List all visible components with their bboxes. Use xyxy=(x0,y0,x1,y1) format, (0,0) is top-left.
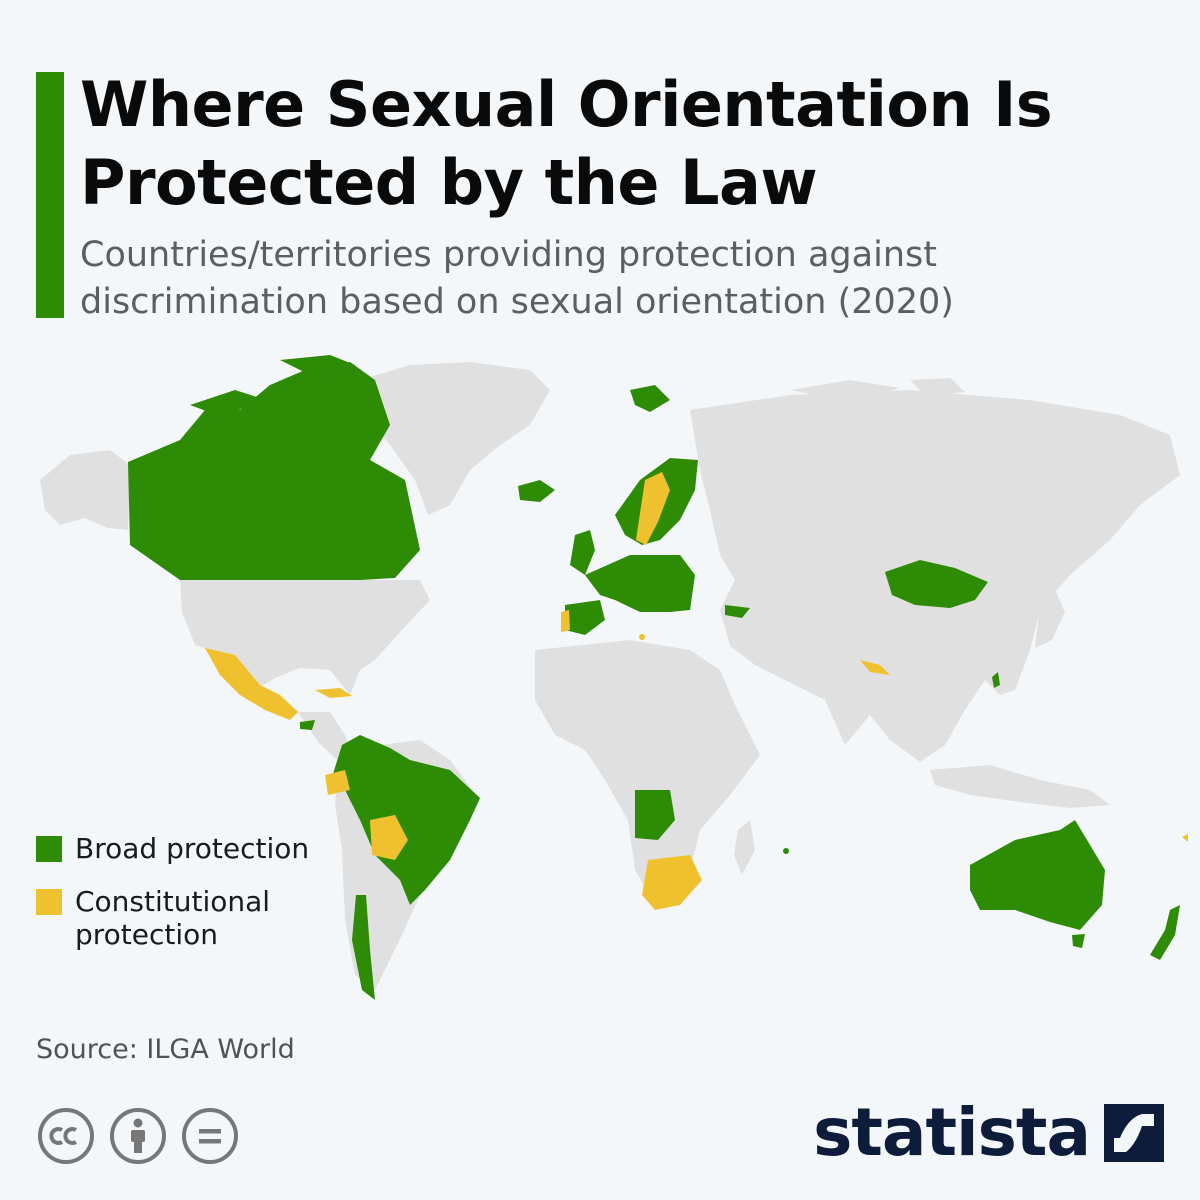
region-angola xyxy=(635,790,675,840)
legend-label-broad: Broad protection xyxy=(75,832,310,865)
region-nepal xyxy=(860,660,890,675)
region-chile xyxy=(352,895,375,1000)
broad-protection-regions xyxy=(128,355,1180,1000)
no-derivatives-icon[interactable] xyxy=(180,1106,240,1166)
region-south-africa xyxy=(642,855,702,910)
region-indonesia xyxy=(930,765,1110,808)
attribution-icon[interactable] xyxy=(108,1106,168,1166)
region-usa xyxy=(180,580,430,695)
page-title: Where Sexual Orientation Is Protected by… xyxy=(80,68,1053,219)
region-new-zealand xyxy=(1150,905,1180,960)
legend-item-broad: Broad protection xyxy=(36,832,335,865)
region-mexico xyxy=(205,648,298,720)
region-mongolia xyxy=(885,560,988,608)
region-ecuador xyxy=(325,770,350,795)
region-svalbard xyxy=(630,385,670,412)
region-africa xyxy=(535,640,760,905)
page-subtitle: Countries/territories providing protecti… xyxy=(80,235,954,322)
region-portugal xyxy=(561,610,570,632)
region-madagascar xyxy=(734,820,755,875)
constitutional-protection-regions xyxy=(205,472,1188,910)
region-greenland xyxy=(360,362,550,515)
source-note: Source: ILGA World xyxy=(36,1034,295,1065)
region-australia xyxy=(970,820,1105,930)
region-fiji xyxy=(1182,834,1188,842)
region-japan xyxy=(1035,590,1065,648)
region-bolivia xyxy=(370,815,408,860)
legend-swatch-broad xyxy=(36,836,62,862)
region-canada xyxy=(128,362,420,580)
cc-icon[interactable] xyxy=(36,1106,96,1166)
accent-bar xyxy=(36,72,64,318)
statista-logo-icon xyxy=(1104,1104,1164,1162)
legend-item-constitutional: Constitutional protection xyxy=(36,885,335,951)
brand-logo: statista xyxy=(813,1094,1091,1171)
region-sweden xyxy=(636,472,670,545)
legend-swatch-constitutional xyxy=(36,889,62,915)
license-icons xyxy=(36,1106,252,1166)
legend-label-constitutional: Constitutional protection xyxy=(75,885,271,951)
region-iberia xyxy=(565,600,605,635)
region-tasmania xyxy=(1072,934,1085,948)
region-uk xyxy=(570,530,595,575)
region-south-america-north xyxy=(328,735,480,905)
region-alaska xyxy=(40,450,130,530)
region-arctic-islands xyxy=(790,380,900,402)
region-iceland xyxy=(518,480,555,502)
region-mauritius xyxy=(783,848,789,854)
region-taiwan xyxy=(992,672,1000,688)
region-europe xyxy=(585,555,695,612)
region-cuba xyxy=(315,688,352,698)
region-malta xyxy=(639,634,645,640)
world-map xyxy=(40,355,1188,1000)
legend: Broad protection Constitutional protecti… xyxy=(36,832,335,971)
